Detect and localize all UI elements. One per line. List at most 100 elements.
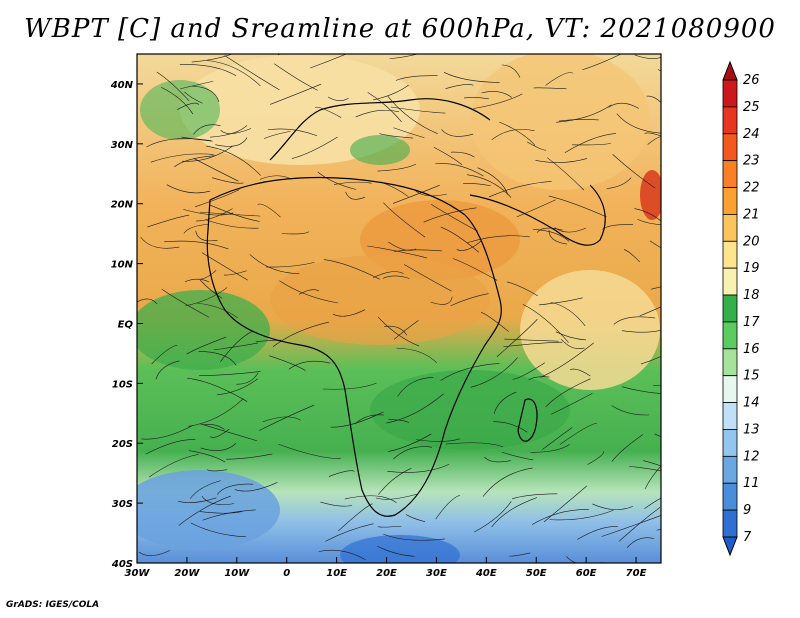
streamline [629, 466, 661, 471]
streamline [375, 493, 418, 500]
streamline [377, 163, 417, 172]
y-tick-label: 20N [111, 200, 134, 211]
colorbar-segment [722, 79, 738, 108]
streamline [210, 428, 230, 438]
streamline [310, 54, 348, 69]
streamline [547, 157, 585, 191]
y-tick-label: 40S [111, 559, 133, 570]
streamline [160, 86, 194, 115]
streamline [195, 230, 218, 242]
streamline [220, 331, 253, 362]
x-tick-label: 60E [576, 568, 597, 579]
streamline [639, 306, 661, 317]
streamline [155, 360, 180, 380]
streamline [559, 422, 597, 445]
streamline [504, 338, 559, 342]
streamline [387, 463, 450, 473]
streamline [506, 281, 538, 297]
streamline [217, 378, 258, 396]
y-tick-label: EQ [118, 319, 134, 330]
wbpt-patch-central [270, 255, 490, 345]
streamline [536, 227, 563, 233]
streamline [543, 485, 588, 523]
colorbar-bottom-arrow [722, 536, 738, 557]
streamline [452, 258, 498, 281]
streamline [234, 482, 278, 492]
streamline [405, 514, 426, 522]
streamline [377, 545, 415, 557]
streamline [200, 423, 257, 442]
colorbar-segment [722, 294, 738, 323]
streamline [564, 133, 616, 153]
streamline [646, 95, 661, 103]
streamline [644, 465, 661, 490]
streamline [542, 427, 573, 450]
streamline [516, 199, 556, 218]
streamline [390, 106, 446, 114]
streamline [137, 298, 158, 305]
colorbar-segment [722, 214, 738, 242]
streamline [291, 136, 338, 159]
streamline [274, 63, 318, 91]
streamline [383, 325, 407, 336]
streamline [445, 442, 504, 448]
streamline [592, 503, 633, 510]
streamline [612, 154, 656, 189]
streamline [644, 497, 661, 510]
credit-text: GrADS: IGES/COLA [6, 600, 100, 610]
streamline [151, 344, 178, 365]
streamline [540, 342, 594, 378]
x-tick-label: 20W [174, 568, 200, 579]
streamline [653, 385, 661, 386]
streamline [212, 177, 244, 184]
streamline [613, 316, 656, 325]
streamline [140, 236, 180, 249]
streamline [378, 468, 412, 495]
streamline [325, 523, 374, 542]
streamline [634, 54, 661, 59]
streamline [522, 304, 569, 343]
streamline [491, 129, 535, 141]
streamline [386, 393, 444, 424]
streamline [178, 497, 217, 503]
x-tick-label: 70E [626, 568, 647, 579]
wbpt-patch-north [180, 55, 420, 165]
streamline [555, 331, 587, 341]
streamline [549, 509, 614, 521]
colorbar-segment [722, 160, 738, 188]
streamline [190, 522, 246, 538]
streamline [355, 109, 400, 118]
streamline [509, 552, 531, 557]
colorbar-label: 12 [743, 449, 760, 464]
streamline [397, 377, 434, 397]
coastline-arabia [469, 184, 606, 246]
streamline [491, 497, 537, 528]
plot-area [137, 54, 661, 563]
streamline [178, 495, 231, 526]
streamline [535, 158, 588, 163]
streamline [622, 386, 661, 394]
streamline [393, 446, 432, 460]
streamline [651, 286, 661, 290]
streamline [463, 183, 491, 187]
streamline [199, 211, 261, 217]
streamline [414, 189, 447, 197]
streamline [499, 121, 536, 146]
streamline [387, 95, 438, 134]
streamline [572, 143, 611, 146]
streamline [634, 208, 661, 222]
streamline [545, 72, 574, 86]
streamline [404, 264, 452, 292]
streamline [657, 69, 661, 72]
coastline-africa [206, 176, 502, 517]
streamline [566, 556, 603, 563]
streamline [188, 450, 226, 463]
streamline [601, 515, 661, 537]
colorbar-segment [722, 106, 738, 135]
colorbar-label: 24 [743, 127, 760, 142]
streamline [196, 269, 217, 280]
streamline [431, 204, 478, 232]
streamline [186, 336, 227, 355]
streamline [224, 270, 247, 276]
streamline [423, 207, 477, 223]
